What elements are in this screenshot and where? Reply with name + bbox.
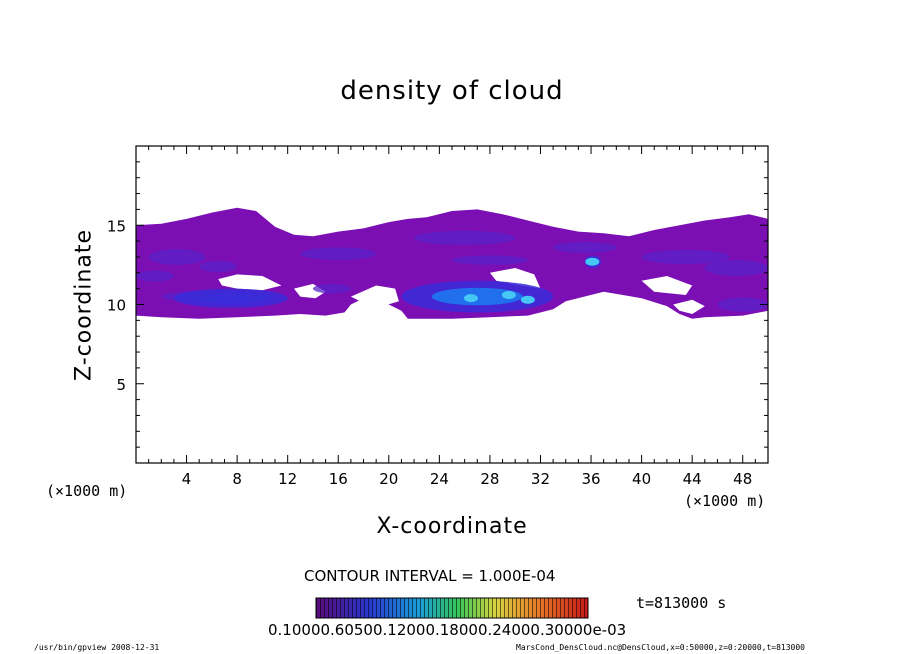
x-tick-label: 44 <box>683 470 702 488</box>
cloud-density-field <box>136 207 768 319</box>
density-peak <box>520 295 535 304</box>
density-peak <box>463 294 478 303</box>
x-axis-label: X-coordinate <box>376 514 528 539</box>
x-tick-label: 48 <box>733 470 752 488</box>
density-core <box>196 292 265 304</box>
x-tick-label: 16 <box>329 470 348 488</box>
density-peak <box>501 290 516 299</box>
density-streak <box>452 255 528 265</box>
density-streak <box>312 283 351 294</box>
density-streak <box>704 260 768 276</box>
x-tick-label: 12 <box>278 470 297 488</box>
footer-right: MarsCond_DensCloud.nc@DensCloud,x=0:5000… <box>516 643 805 652</box>
x-tick-label: 8 <box>232 470 242 488</box>
time-label: t=813000 s <box>636 594 727 612</box>
density-streak <box>414 230 516 246</box>
x-tick-label: 32 <box>531 470 550 488</box>
x-unit-left: (×1000 m) <box>46 482 128 500</box>
density-peak <box>585 257 600 266</box>
chart-title: density of cloud <box>340 76 564 106</box>
cloud-layer <box>136 207 768 319</box>
density-streak <box>148 249 206 265</box>
y-tick-label: 10 <box>107 297 126 315</box>
y-tick-label: 5 <box>116 376 126 394</box>
cloud-gap <box>218 274 282 291</box>
density-streak <box>199 260 238 273</box>
x-tick-label: 20 <box>379 470 398 488</box>
x-tick-label: 40 <box>632 470 651 488</box>
x-tick-label: 36 <box>581 470 600 488</box>
density-streak <box>136 270 174 282</box>
x-tick-label: 4 <box>182 470 192 488</box>
footer-left: /usr/bin/gpview 2008-12-31 <box>34 643 160 652</box>
cloud-gap <box>641 276 693 295</box>
cloud-gap <box>673 299 705 314</box>
density-streak <box>641 249 731 265</box>
contour-interval: CONTOUR INTERVAL = 1.000E-04 <box>304 567 556 585</box>
axis-ticks <box>136 146 768 463</box>
cloud-gap <box>350 285 399 307</box>
x-tick-label: 28 <box>480 470 499 488</box>
colorbar-stripes <box>316 598 588 618</box>
y-tick-label: 15 <box>107 217 126 235</box>
cloud-gap <box>489 268 541 289</box>
colorbar-labels: 0.10000.60500.12000.18000.24000.30000e-0… <box>268 621 627 639</box>
colorbar-frame <box>315 597 589 619</box>
y-axis-label: Z-coordinate <box>71 229 97 381</box>
density-streak <box>300 247 377 261</box>
x-unit-right: (×1000 m) <box>684 492 766 510</box>
x-tick-label: 24 <box>430 470 449 488</box>
density-streak <box>717 297 768 312</box>
density-streak <box>553 241 617 253</box>
